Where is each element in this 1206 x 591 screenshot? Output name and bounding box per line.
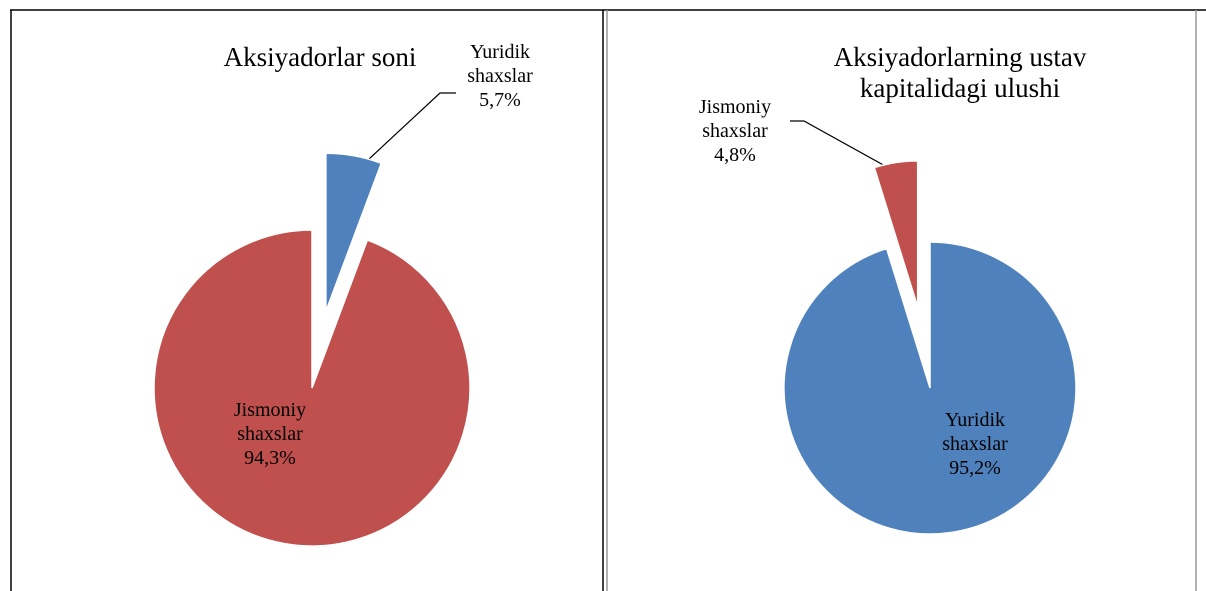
slice-category-label: Jismoniy shaxslar <box>233 399 307 445</box>
chart-title: Aksiyadorlarning ustav kapitalidagi ulus… <box>833 42 1087 103</box>
slice-value-label: 94,3% <box>244 447 296 469</box>
slice-category-label: Yuridik shaxslar <box>942 409 1008 455</box>
pie-slice <box>873 160 919 308</box>
pie-slice <box>783 241 1077 535</box>
chart-title: Aksiyadorlar soni <box>223 42 417 72</box>
pie-slice <box>325 152 383 312</box>
leader-line <box>790 120 897 173</box>
slice-category-label: Jismoniy shaxslar <box>698 96 772 142</box>
pie-slice <box>153 229 471 547</box>
leader-lines <box>354 92 897 173</box>
slice-value-label: 4,8% <box>714 144 756 166</box>
slice-value-label: 95,2% <box>949 457 1001 479</box>
leader-line <box>354 92 456 173</box>
table-borders <box>10 9 1206 591</box>
slice-value-label: 5,7% <box>479 89 521 111</box>
slice-category-label: Yuridik shaxslar <box>467 41 533 87</box>
